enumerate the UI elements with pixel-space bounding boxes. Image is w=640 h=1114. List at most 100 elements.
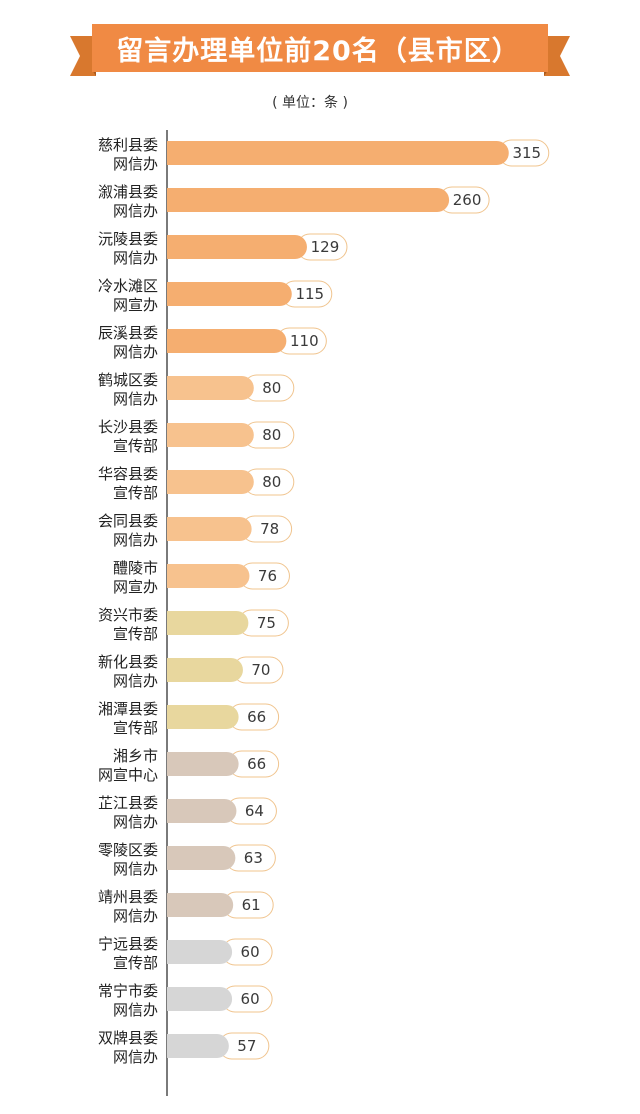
- bar-base: [167, 1034, 191, 1058]
- bar-base: [167, 423, 191, 447]
- data-label: 70: [251, 661, 270, 679]
- ribbon-right-tail: [544, 36, 570, 76]
- category-label: 会同县委: [98, 512, 158, 530]
- bar: [167, 282, 292, 306]
- category-label: 醴陵市: [113, 559, 158, 577]
- data-label: 63: [244, 849, 263, 867]
- category-label: 沅陵县委: [98, 230, 158, 248]
- category-label: 网信办: [113, 202, 158, 220]
- data-label: 80: [262, 426, 281, 444]
- bar-base: [167, 517, 191, 541]
- bar-base: [167, 752, 191, 776]
- bar-base: [167, 376, 191, 400]
- data-label: 260: [453, 191, 482, 209]
- category-label: 湘潭县委: [98, 700, 158, 718]
- data-label: 80: [262, 379, 281, 397]
- category-label: 网信办: [113, 907, 158, 925]
- category-label: 网信办: [113, 813, 158, 831]
- data-label: 315: [512, 144, 541, 162]
- unit-label: ( 单位：条 ): [272, 95, 348, 111]
- category-label: 宣传部: [113, 625, 158, 643]
- data-label: 61: [242, 896, 261, 914]
- category-label: 慈利县委: [98, 136, 158, 154]
- bar-base: [167, 658, 191, 682]
- category-label: 双牌县委: [98, 1029, 158, 1047]
- bar-base: [167, 235, 191, 259]
- data-label: 66: [247, 708, 266, 726]
- data-label: 75: [257, 614, 276, 632]
- data-label: 78: [260, 520, 279, 538]
- bar: [167, 329, 287, 353]
- category-label: 宣传部: [113, 719, 158, 737]
- bar-base: [167, 470, 191, 494]
- category-label: 网宣中心: [98, 766, 158, 784]
- bar-base: [167, 893, 191, 917]
- category-label: 网信办: [113, 860, 158, 878]
- category-label: 网信办: [113, 1048, 158, 1066]
- category-label: 溆浦县委: [98, 183, 158, 201]
- category-label: 网信办: [113, 249, 158, 267]
- data-label: 60: [241, 990, 260, 1008]
- category-label: 辰溪县委: [98, 324, 158, 342]
- bar-base: [167, 329, 191, 353]
- bar: [167, 188, 450, 212]
- data-label: 57: [237, 1037, 256, 1055]
- category-label: 湘乡市: [113, 747, 158, 765]
- category-label: 长沙县委: [98, 418, 158, 436]
- category-label: 资兴市委: [98, 606, 158, 624]
- category-label: 芷江县委: [98, 794, 158, 812]
- category-label: 冷水滩区: [98, 277, 158, 295]
- bar-base: [167, 141, 191, 165]
- bar-base: [167, 940, 191, 964]
- title-banner: [70, 24, 570, 76]
- category-label: 宣传部: [113, 954, 158, 972]
- category-label: 宣传部: [113, 484, 158, 502]
- category-label: 网信办: [113, 531, 158, 549]
- category-label: 宣传部: [113, 437, 158, 455]
- category-label: 华容县委: [98, 465, 158, 483]
- data-label: 64: [245, 802, 264, 820]
- data-label: 115: [295, 285, 324, 303]
- bar-base: [167, 282, 191, 306]
- bar-base: [167, 987, 191, 1011]
- bar-base: [167, 799, 191, 823]
- category-label: 网宣办: [113, 578, 158, 596]
- bar-base: [167, 846, 191, 870]
- bar-base: [167, 564, 191, 588]
- category-label: 网信办: [113, 155, 158, 173]
- ribbon-left-tail: [70, 36, 96, 76]
- data-label: 66: [247, 755, 266, 773]
- bar-base: [167, 188, 191, 212]
- data-label: 60: [241, 943, 260, 961]
- category-label: 网信办: [113, 343, 158, 361]
- category-label: 网信办: [113, 390, 158, 408]
- category-label: 零陵区委: [98, 841, 158, 859]
- bar-base: [167, 705, 191, 729]
- bar: [167, 141, 509, 165]
- category-label: 网信办: [113, 1001, 158, 1019]
- data-label: 80: [262, 473, 281, 491]
- data-label: 129: [311, 238, 340, 256]
- category-label: 靖州县委: [98, 888, 158, 906]
- ribbon-body: [92, 24, 548, 72]
- category-label: 鹤城区委: [98, 371, 158, 389]
- bar: [167, 235, 307, 259]
